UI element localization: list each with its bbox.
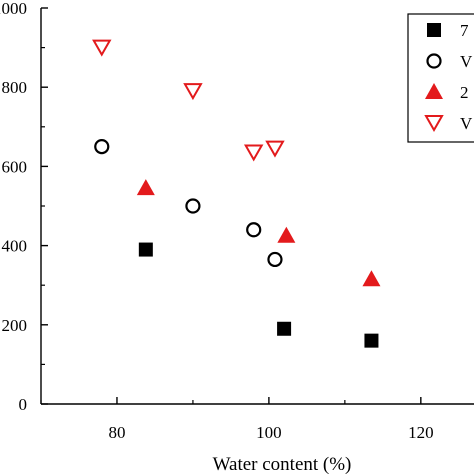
triangle-up-point xyxy=(277,226,296,243)
legend-square-point xyxy=(427,23,441,37)
triangle-down-point xyxy=(92,39,112,57)
legend-entry-label: 7 xyxy=(460,21,469,40)
y-tick-label: 0 xyxy=(19,395,28,414)
axis-ticks: 80 100 120 0 200 400 600 800 1000 xyxy=(0,0,434,442)
legend-triangle-up-point xyxy=(425,83,443,99)
y-tick-label: 400 xyxy=(2,237,28,256)
x-tick-label: 100 xyxy=(256,423,282,442)
y-tick-label: 1000 xyxy=(0,0,27,18)
square-point xyxy=(277,321,292,336)
circle-point xyxy=(267,251,283,268)
series-4 xyxy=(92,39,285,162)
legend-triangle-down-point xyxy=(424,115,444,133)
x-tick-label: 120 xyxy=(408,423,434,442)
legend-entry-label: 2 xyxy=(460,83,469,102)
series-3 xyxy=(136,179,381,287)
legend-entry-label: V xyxy=(460,114,473,133)
y-tick-label: 600 xyxy=(2,157,28,176)
legend: 7 V 2 V xyxy=(407,13,474,143)
square-point xyxy=(138,242,153,257)
triangle-down-point xyxy=(265,140,285,158)
y-tick-label: 800 xyxy=(2,78,28,97)
triangle-up-point xyxy=(136,179,155,196)
circle-point xyxy=(185,198,201,214)
x-axis-label: Water content (%) xyxy=(213,454,352,474)
x-tick-label: 80 xyxy=(108,423,125,442)
legend-entry-label: V xyxy=(460,52,473,71)
square-point xyxy=(364,333,379,348)
circle-point xyxy=(246,222,262,238)
triangle-up-point xyxy=(362,270,381,287)
triangle-down-point xyxy=(183,83,203,101)
triangle-down-point xyxy=(243,144,264,162)
y-tick-label: 200 xyxy=(2,316,28,335)
circle-point xyxy=(94,139,110,155)
data-points xyxy=(92,39,381,348)
legend-circle-point xyxy=(426,53,442,69)
series-2 xyxy=(94,139,283,268)
series-1 xyxy=(138,242,379,348)
